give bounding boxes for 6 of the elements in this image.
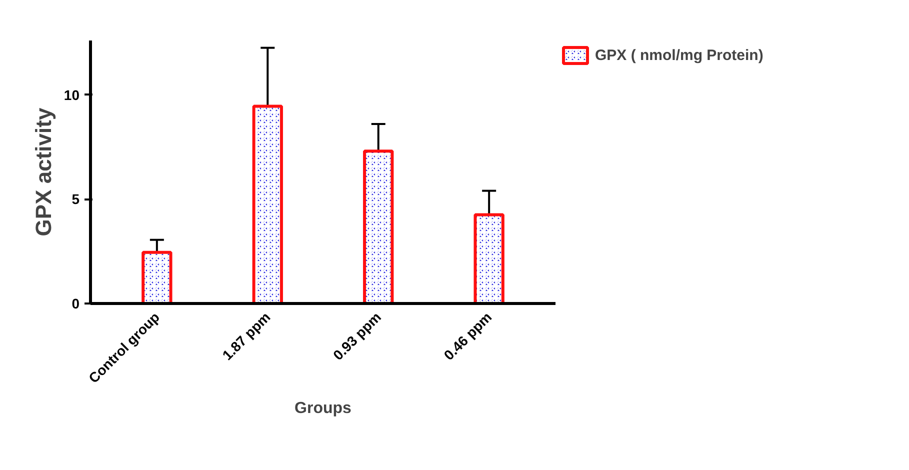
y-tick-label: 0 [72, 296, 80, 312]
x-axis-title: Groups [294, 400, 352, 417]
y-tick-label: 10 [64, 86, 80, 103]
legend-label: GPX ( nmol/mg Protein) [595, 46, 764, 64]
y-tick-label: 5 [72, 191, 80, 208]
y-axis-title: GPX activity [30, 107, 56, 236]
